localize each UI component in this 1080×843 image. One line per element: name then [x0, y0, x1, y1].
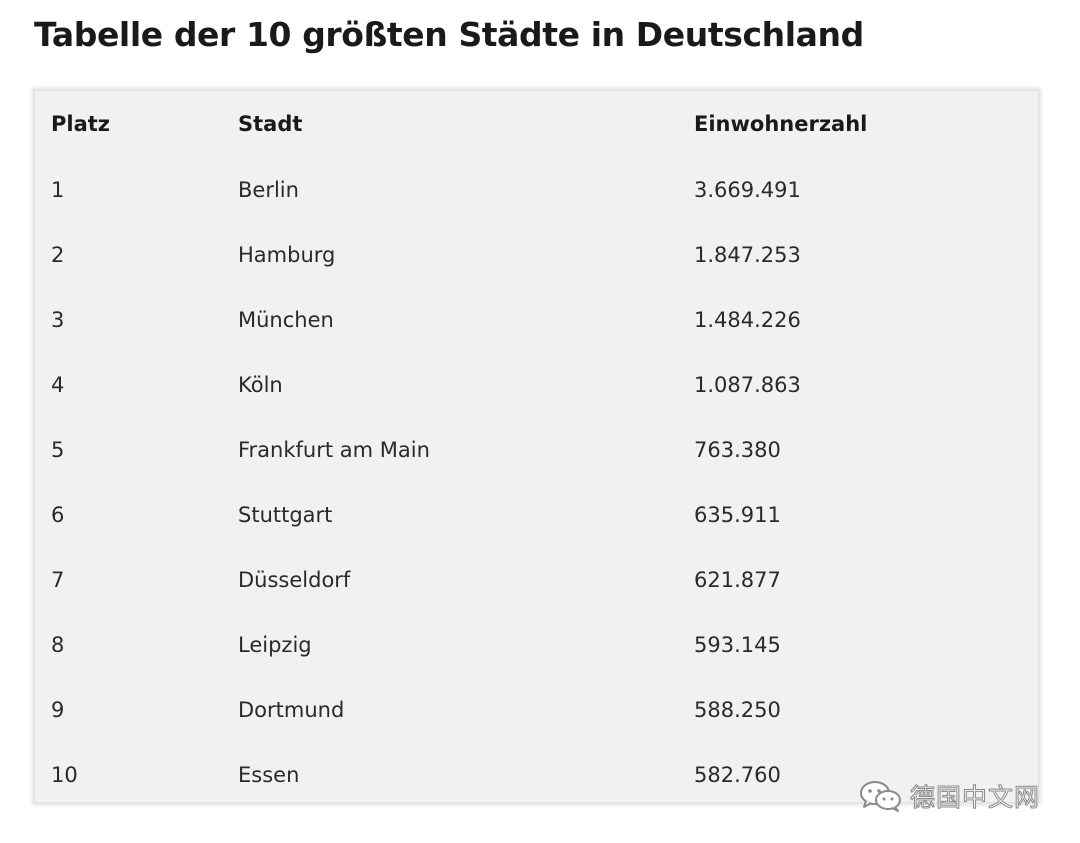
cell-population: 1.087.863 — [694, 372, 801, 397]
city-table-panel: Platz Stadt Einwohnerzahl 1 Berlin 3.669… — [34, 90, 1039, 803]
cell-city: Köln — [238, 372, 283, 397]
cell-population: 3.669.491 — [694, 177, 801, 202]
cell-rank: 9 — [51, 697, 65, 722]
table-row: 4 Köln 1.087.863 — [35, 352, 1038, 417]
page-title: Tabelle der 10 größten Städte in Deutsch… — [34, 15, 864, 54]
watermark: 德国中文网 — [858, 778, 1040, 814]
table-row: 6 Stuttgart 635.911 — [35, 482, 1038, 547]
cell-population: 763.380 — [694, 437, 781, 462]
cell-rank: 1 — [51, 177, 65, 202]
cell-rank: 3 — [51, 307, 65, 332]
header-population: Einwohnerzahl — [694, 112, 868, 136]
table-body: 1 Berlin 3.669.491 2 Hamburg 1.847.253 3… — [35, 157, 1038, 807]
cell-rank: 10 — [51, 762, 78, 787]
cell-city: Hamburg — [238, 242, 336, 267]
cell-rank: 4 — [51, 372, 65, 397]
cell-rank: 6 — [51, 502, 65, 527]
city-table: Platz Stadt Einwohnerzahl 1 Berlin 3.669… — [35, 91, 1038, 807]
cell-population: 621.877 — [694, 567, 781, 592]
watermark-text: 德国中文网 — [909, 783, 1041, 813]
table-row: 9 Dortmund 588.250 — [35, 677, 1038, 742]
cell-city: Dortmund — [238, 697, 345, 722]
cell-rank: 2 — [51, 242, 65, 267]
cell-rank: 8 — [51, 632, 65, 657]
cell-city: München — [238, 307, 334, 332]
cell-population: 635.911 — [694, 502, 781, 527]
cell-city: Leipzig — [238, 632, 312, 657]
cell-city: Frankfurt am Main — [238, 437, 430, 462]
table-row: 8 Leipzig 593.145 — [35, 612, 1038, 677]
table-row: 2 Hamburg 1.847.253 — [35, 222, 1038, 287]
header-rank: Platz — [51, 112, 111, 136]
table-header-row: Platz Stadt Einwohnerzahl — [35, 91, 1038, 157]
cell-population: 1.847.253 — [694, 242, 801, 267]
table-row: 7 Düsseldorf 621.877 — [35, 547, 1038, 612]
cell-rank: 5 — [51, 437, 65, 462]
cell-population: 588.250 — [694, 697, 781, 722]
cell-city: Essen — [238, 762, 300, 787]
cell-population: 593.145 — [694, 632, 781, 657]
cell-city: Stuttgart — [238, 502, 333, 527]
wechat-icon — [858, 779, 904, 813]
cell-city: Berlin — [238, 177, 299, 202]
table-row: 5 Frankfurt am Main 763.380 — [35, 417, 1038, 482]
table-row: 10 Essen 582.760 — [35, 742, 1038, 807]
header-city: Stadt — [238, 112, 303, 136]
table-row: 1 Berlin 3.669.491 — [35, 157, 1038, 222]
table-row: 3 München 1.484.226 — [35, 287, 1038, 352]
cell-city: Düsseldorf — [238, 567, 351, 592]
cell-population: 582.760 — [694, 762, 781, 787]
cell-population: 1.484.226 — [694, 307, 801, 332]
cell-rank: 7 — [51, 567, 65, 592]
